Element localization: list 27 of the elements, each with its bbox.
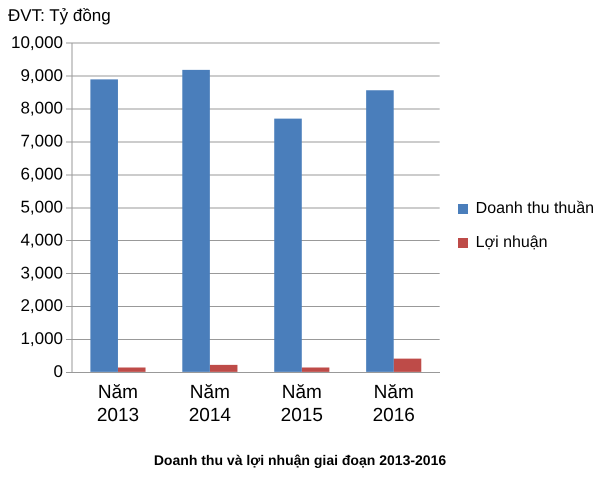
y-tick-label: 0 (54, 362, 63, 382)
bar (182, 70, 210, 372)
bar (90, 79, 118, 372)
x-tick-label: Năm 2014 (188, 382, 232, 426)
x-tick-label: Năm 2015 (280, 382, 323, 426)
bar (394, 358, 422, 372)
y-tick-label: 5,000 (20, 197, 63, 216)
y-tick-label: 9,000 (20, 66, 63, 85)
legend-label: Doanh thu thuần (476, 200, 594, 218)
y-axis-title: ĐVT: Tỷ đồng (8, 6, 111, 26)
legend-label: Lợi nhuận (476, 234, 548, 252)
y-tick-label: 6,000 (20, 164, 63, 184)
y-tick-label: 1,000 (20, 329, 63, 348)
bar (118, 367, 146, 372)
bar (366, 90, 394, 372)
bar (210, 364, 238, 372)
text: Doanh thu và lợi nhuận giai đoạn 2013-2016 (152, 452, 448, 468)
y-tick-label: 10,000 (10, 32, 63, 52)
x-tick-label: Năm 2013 (96, 382, 140, 426)
y-tick-label: 7,000 (20, 132, 63, 151)
y-tick-label: 3,000 (20, 263, 63, 282)
y-tick-label: 8,000 (20, 98, 63, 118)
y-tick-label: 4,000 (20, 230, 63, 250)
x-tick-label: Năm 2016 (372, 382, 415, 426)
bar (302, 367, 330, 372)
bar (274, 118, 302, 372)
y-tick-label: 2,000 (20, 296, 63, 316)
